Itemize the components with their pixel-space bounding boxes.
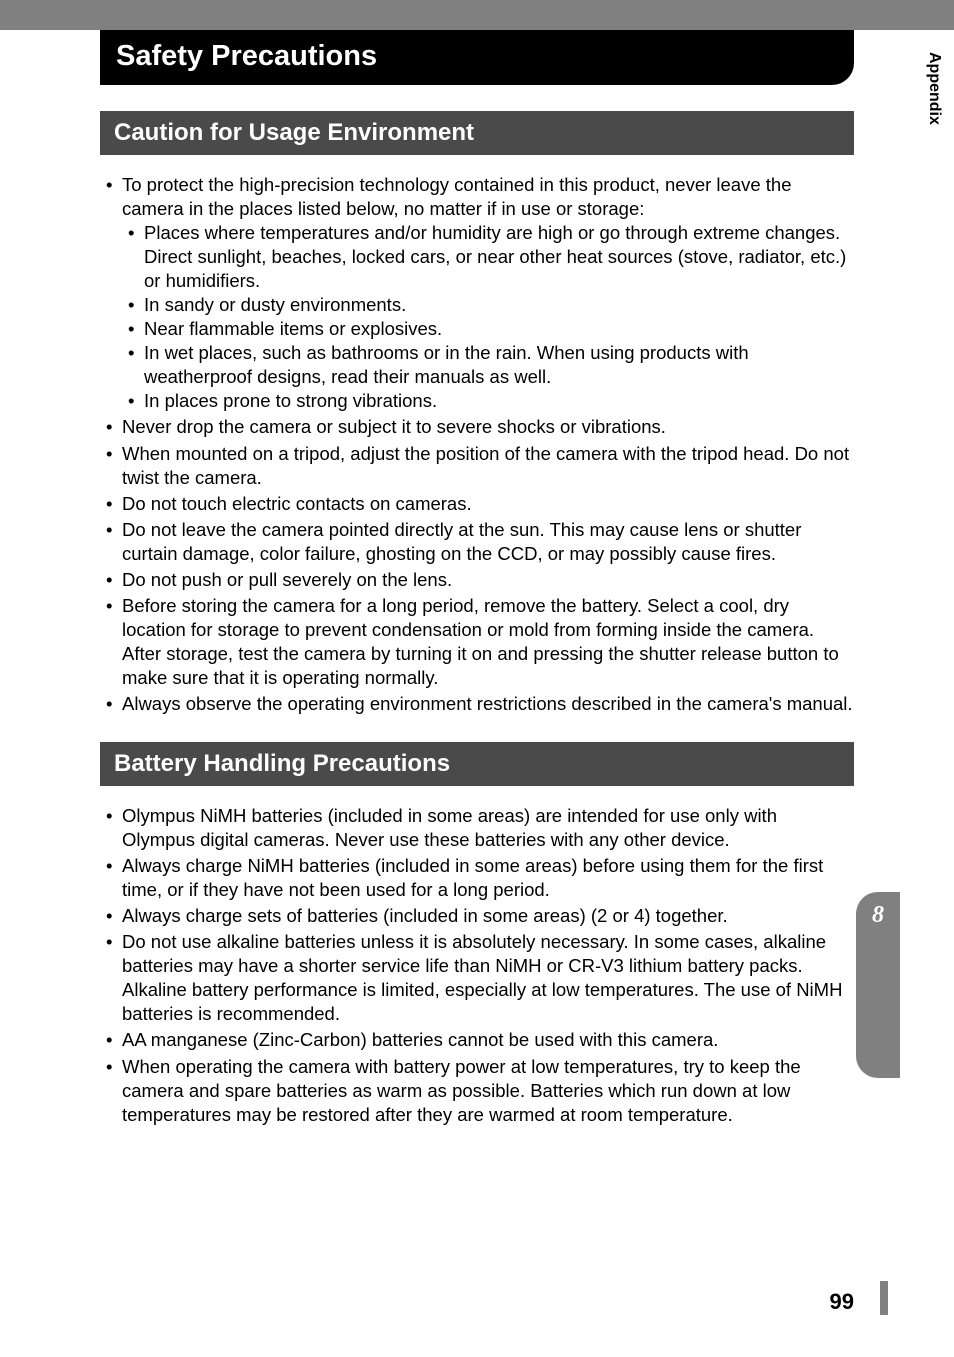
list-item: Always charge NiMH batteries (included i… [100, 854, 854, 902]
list-item: To protect the high-precision technology… [100, 173, 854, 413]
battery-list: Olympus NiMH batteries (included in some… [100, 804, 854, 1127]
sub-list-item: Places where temperatures and/or humidit… [122, 221, 854, 293]
list-item: Do not touch electric contacts on camera… [100, 492, 854, 516]
list-item: When operating the camera with battery p… [100, 1055, 854, 1127]
section-header-text: Battery Handling Precautions [114, 750, 450, 777]
list-item: Always observe the operating environment… [100, 692, 854, 716]
list-item: When mounted on a tripod, adjust the pos… [100, 442, 854, 490]
sub-list-item: In sandy or dusty environments. [122, 293, 854, 317]
top-gray-bar [0, 0, 954, 30]
section-header-battery: Battery Handling Precautions [100, 742, 854, 786]
side-tab-label: Appendix [925, 52, 943, 125]
section-header-usage: Caution for Usage Environment [100, 111, 854, 155]
list-item: Before storing the camera for a long per… [100, 594, 854, 690]
side-tab: 8 [856, 892, 900, 1078]
sub-list-item: Near flammable items or explosives. [122, 317, 854, 341]
section-header-text: Caution for Usage Environment [114, 119, 474, 146]
list-item-text: To protect the high-precision technology… [122, 174, 792, 219]
list-item: Always charge sets of batteries (include… [100, 904, 854, 928]
list-item: AA manganese (Zinc-Carbon) batteries can… [100, 1028, 854, 1052]
list-item: Olympus NiMH batteries (included in some… [100, 804, 854, 852]
list-item: Never drop the camera or subject it to s… [100, 415, 854, 439]
sub-list-item: In wet places, such as bathrooms or in t… [122, 341, 854, 389]
list-item: Do not push or pull severely on the lens… [100, 568, 854, 592]
side-tab-number: 8 [872, 902, 884, 929]
page-content: Caution for Usage Environment To protect… [0, 111, 954, 1127]
page-number: 99 [830, 1289, 854, 1315]
list-item: Do not use alkaline batteries unless it … [100, 930, 854, 1026]
page-title: Safety Precautions [116, 40, 377, 72]
usage-list: To protect the high-precision technology… [100, 173, 854, 716]
list-item: Do not leave the camera pointed directly… [100, 518, 854, 566]
page-corner-mark [880, 1281, 888, 1315]
sub-list-item: In places prone to strong vibrations. [122, 389, 854, 413]
page-title-block: Safety Precautions [100, 30, 854, 85]
sub-list: Places where temperatures and/or humidit… [122, 221, 854, 413]
